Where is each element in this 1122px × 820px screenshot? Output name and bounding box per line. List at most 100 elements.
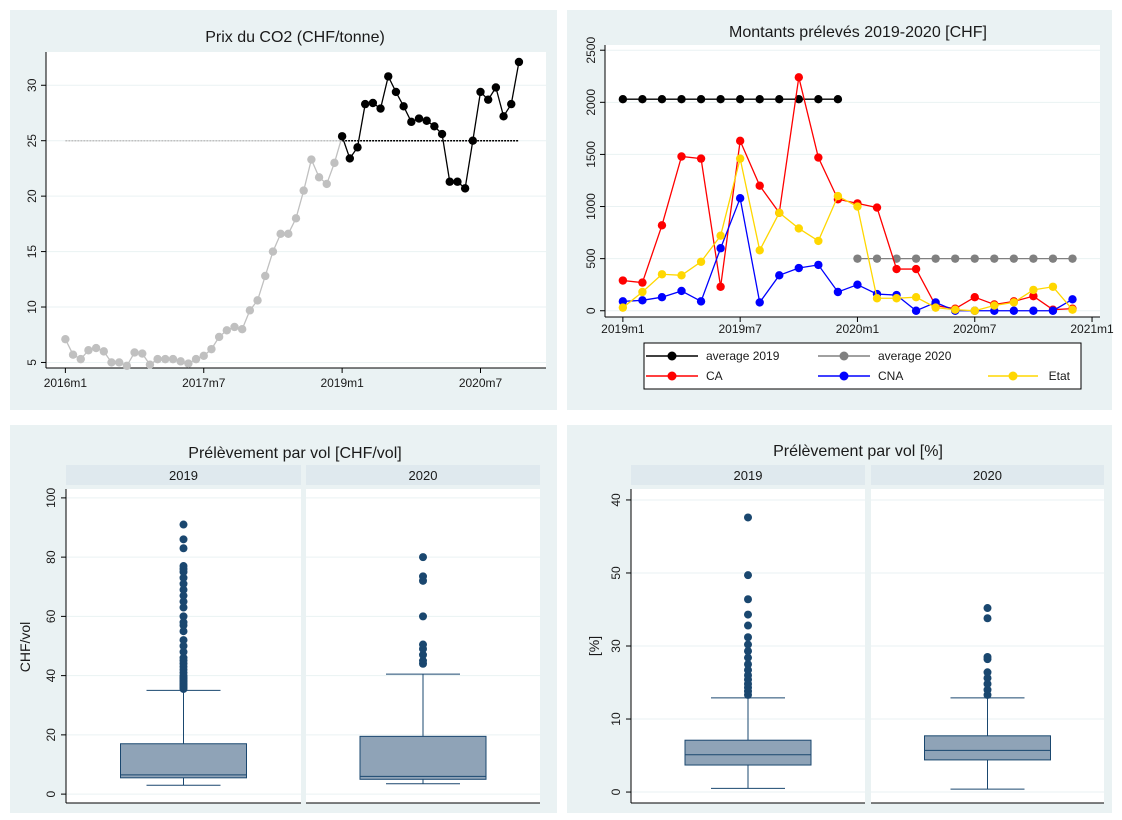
amounts-point-cna [677,286,686,296]
box-chf-box [359,735,487,780]
box-pct-outlier [983,604,992,613]
amounts-point-average-2019 [814,94,823,104]
amounts-point-cna [716,244,725,253]
amounts-point-average-2019 [735,94,745,104]
box-chf-y-tick-label: 60 [44,609,58,623]
amounts-point-ca [735,136,745,146]
box-pct-y-tick-label: 0 [609,788,623,795]
legend-label-average-2019: average 2019 [706,349,780,363]
co2-y-tick-label: 15 [25,245,39,259]
box-chf-y-tick-label: 100 [44,488,58,508]
co2-price-chart: Prix du CO2 (CHF/tonne) 5 10 15 20 25 30 2016m… [10,10,557,410]
co2-point-recent [384,72,393,81]
amounts-x-tick-label: 2019m7 [718,322,762,336]
amounts-point-average-2019 [755,94,764,104]
amounts-point-etat [657,270,667,279]
box-chf-title: Prélèvement par vol [CHF/vol] [188,445,401,462]
box-pct-chart: Prélèvement par vol [%] [%] 2019 0 10 30 50 4… [567,425,1112,813]
box-pct-outlier [983,679,992,688]
amounts-point-etat [716,231,725,240]
co2-point-historical [184,359,193,368]
co2-point-recent [499,112,508,121]
co2-point-historical [314,173,324,182]
box-pct-strip-label: 2019 [734,468,763,483]
co2-point-historical [222,326,232,335]
amounts-point-cna [1029,306,1038,315]
box-chf-outlier [179,642,188,650]
box-chf-outlier [179,535,188,544]
amounts-point-average-2019 [716,94,725,104]
co2-point-historical [145,360,155,369]
amounts-point-etat [638,287,647,297]
amounts-y-tick-label: 500 [584,248,598,268]
box-chf-outlier [179,585,188,594]
box-pct-ylabel: [%] [586,636,602,656]
amounts-point-etat [735,154,745,163]
co2-point-historical [245,306,255,315]
amounts-point-cna [911,306,921,315]
co2-point-historical [161,354,170,364]
co2-point-historical [191,354,201,364]
co2-point-historical [299,186,308,195]
amounts-x-tick-label: 2020m1 [836,322,880,336]
amounts-point-ca [755,181,764,190]
amounts-point-cna [696,297,706,306]
amounts-y-tick-label: 1000 [584,193,598,220]
amounts-point-average-2019 [657,94,667,104]
amounts-point-etat [1068,305,1077,314]
amounts-point-ca [970,292,979,302]
box-pct-outlier [983,668,992,677]
box-pct-outlier [744,653,752,662]
amounts-y-tick-label: 2000 [584,89,598,116]
amounts-point-cna [1009,306,1019,315]
box-pct-outlier [744,595,752,604]
amounts-point-average-2019 [638,94,647,104]
co2-point-historical [230,322,239,332]
co2-plot-region [46,52,546,368]
co2-point-recent [360,99,370,109]
box-pct-outlier [983,652,992,661]
co2-point-recent [460,184,470,193]
co2-point-historical [199,351,208,361]
co2-point-recent [345,154,355,163]
co2-point-recent [422,116,431,125]
amounts-axes: 0 500 1000 1500 2000 2500 2019m1 2019m7 2020m1 20… [584,37,1114,336]
co2-point-recent [376,104,385,113]
box-pct-outlier [744,571,752,580]
amounts-point-cna [833,287,843,297]
box-pct-outlier [744,513,752,522]
amounts-point-etat [814,236,823,246]
amounts-point-average-2020 [911,254,921,263]
box-pct-box [684,739,812,766]
box-pct-panels: 2019 0 10 30 50 40 2020 [609,465,1104,804]
amounts-point-ca [814,153,823,162]
box-chf-y-tick-label: 80 [44,550,58,564]
amounts-point-etat [931,303,940,312]
legend-key-marker-ca [667,371,677,381]
box-chf-outlier [179,579,188,588]
amounts-point-etat [677,271,686,280]
box-chf-outlier [419,656,427,665]
amounts-point-cna [638,296,647,305]
legend-key-marker-average-2019 [667,351,677,361]
box-chf-outlier [179,573,188,582]
amounts-x-tick-label: 2021m1 [1070,322,1114,336]
co2-y-tick-label: 10 [25,300,39,314]
box-pct-box [924,735,1051,761]
box-chf-outlier [179,618,188,627]
amounts-legend: average 2019 average 2020 CA CNA Etat [643,342,1082,390]
box-chf-outlier [179,627,188,636]
box-pct-outlier [744,660,752,669]
amounts-point-cna [618,297,628,306]
amounts-point-cna [735,193,745,203]
co2-x-tick-label: 2019m1 [320,376,364,390]
box-chf-outlier [179,544,188,553]
box-pct-strip [631,465,865,485]
co2-y-tick-label: 30 [25,78,39,92]
box-pct-outlier [983,685,992,694]
amounts-point-etat [951,305,960,314]
co2-point-historical [237,324,247,334]
co2-point-historical [61,334,70,344]
amounts-point-etat [853,202,862,211]
